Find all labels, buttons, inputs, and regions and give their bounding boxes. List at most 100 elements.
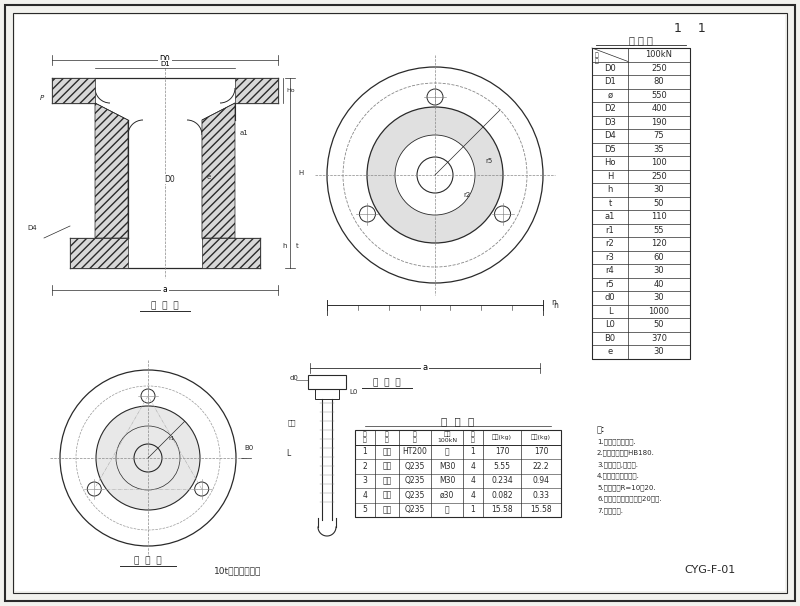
Text: 50: 50 (654, 320, 664, 329)
Text: 7.其余按图.: 7.其余按图. (597, 507, 623, 514)
Text: M30: M30 (439, 476, 455, 485)
Text: 10t系靠柱设计图: 10t系靠柱设计图 (214, 566, 262, 575)
Text: 30: 30 (654, 185, 664, 195)
Bar (355, 430, 561, 517)
Text: 15.58: 15.58 (530, 505, 552, 514)
Text: 40: 40 (654, 280, 664, 288)
Text: 15.58: 15.58 (491, 505, 513, 514)
Text: Q235: Q235 (405, 491, 425, 500)
Text: e: e (607, 347, 613, 356)
Text: 断: 断 (595, 59, 598, 64)
Text: B0: B0 (244, 445, 254, 451)
Text: 60: 60 (654, 253, 664, 262)
Polygon shape (202, 238, 260, 268)
Text: r3: r3 (606, 253, 614, 262)
Polygon shape (70, 238, 128, 268)
Text: D4: D4 (27, 225, 37, 231)
Text: 标距: 标距 (288, 419, 297, 425)
Text: B0: B0 (605, 334, 615, 343)
Text: 370: 370 (651, 334, 667, 343)
Text: 55: 55 (654, 226, 664, 235)
Text: 0.234: 0.234 (491, 476, 513, 485)
Text: a: a (422, 364, 427, 373)
Text: D1: D1 (160, 61, 170, 67)
Text: 120: 120 (651, 239, 667, 248)
Text: 400: 400 (651, 104, 667, 113)
Polygon shape (202, 103, 235, 120)
Text: 正  面  图: 正 面 图 (151, 302, 179, 310)
Text: 30: 30 (654, 266, 664, 275)
Text: 名
称: 名 称 (385, 431, 389, 443)
Text: 250: 250 (651, 64, 667, 73)
Bar (308, 375, 346, 389)
Text: 2.材料标准执行HB180.: 2.材料标准执行HB180. (597, 450, 655, 456)
Text: L: L (608, 307, 612, 316)
Text: r4: r4 (606, 266, 614, 275)
Text: 0.082: 0.082 (491, 491, 513, 500)
Text: 总重(kg): 总重(kg) (531, 435, 551, 440)
Text: 件
号: 件 号 (363, 431, 367, 443)
Text: 4: 4 (362, 491, 367, 500)
Text: 5.允许圆角R=10～20.: 5.允许圆角R=10～20. (597, 484, 656, 491)
Text: 2: 2 (362, 462, 367, 471)
Text: 安  装  图: 安 装 图 (373, 379, 401, 387)
Text: H: H (607, 171, 613, 181)
Text: a1: a1 (605, 212, 615, 221)
Text: D1: D1 (604, 77, 616, 86)
Text: D0: D0 (160, 56, 170, 64)
Text: D5: D5 (604, 145, 616, 154)
Text: 1000: 1000 (649, 307, 670, 316)
Text: r2: r2 (463, 192, 470, 198)
Text: r5: r5 (485, 158, 492, 164)
Text: 厂: 厂 (445, 447, 450, 456)
Text: 垫圈: 垫圈 (382, 491, 392, 500)
Text: a1: a1 (240, 130, 249, 136)
Text: Q235: Q235 (405, 476, 425, 485)
Text: r5: r5 (606, 280, 614, 288)
Text: 100kN: 100kN (646, 50, 673, 59)
Text: 30: 30 (654, 293, 664, 302)
Text: 锁栓: 锁栓 (382, 462, 392, 471)
Text: Ho: Ho (286, 88, 294, 93)
Polygon shape (235, 78, 278, 103)
Text: t: t (608, 199, 612, 208)
Text: 80: 80 (654, 77, 664, 86)
Text: 材  料  表: 材 料 表 (442, 416, 474, 426)
Text: 4: 4 (470, 462, 475, 471)
Text: r1: r1 (606, 226, 614, 235)
Text: h: h (282, 243, 286, 249)
Polygon shape (95, 103, 128, 238)
Text: M30: M30 (439, 462, 455, 471)
Text: D4: D4 (604, 132, 616, 140)
Text: n: n (553, 301, 558, 310)
Bar (315, 389, 339, 399)
Text: t: t (296, 243, 298, 249)
Text: 6.铸件附壁厚不得小于20毫米.: 6.铸件附壁厚不得小于20毫米. (597, 496, 662, 502)
Text: 3.精铸铸件,校核图.: 3.精铸铸件,校核图. (597, 461, 638, 468)
Polygon shape (202, 103, 235, 238)
Text: ø: ø (607, 91, 613, 100)
Text: CYG-F-01: CYG-F-01 (684, 565, 736, 575)
Text: ø30: ø30 (440, 491, 454, 500)
Text: D3: D3 (604, 118, 616, 127)
Text: L: L (286, 450, 290, 459)
Text: Ho: Ho (604, 158, 616, 167)
Text: 4: 4 (470, 491, 475, 500)
Text: 4.不允许使用替代材.: 4.不允许使用替代材. (597, 473, 640, 479)
Text: 面: 面 (595, 53, 598, 58)
Text: 5: 5 (362, 505, 367, 514)
Text: D2: D2 (604, 104, 616, 113)
Text: 550: 550 (651, 91, 667, 100)
Text: L0: L0 (605, 320, 615, 329)
Text: 170: 170 (494, 447, 510, 456)
Text: 5.55: 5.55 (494, 462, 510, 471)
Text: 锁板: 锁板 (382, 447, 392, 456)
Text: 50: 50 (654, 199, 664, 208)
Text: P: P (40, 96, 44, 101)
Text: 22.2: 22.2 (533, 462, 550, 471)
Text: 荷母: 荷母 (382, 505, 392, 514)
Text: h: h (607, 185, 613, 195)
Text: D0: D0 (604, 64, 616, 73)
Text: 规
格: 规 格 (413, 431, 417, 443)
Text: e: e (207, 174, 211, 180)
